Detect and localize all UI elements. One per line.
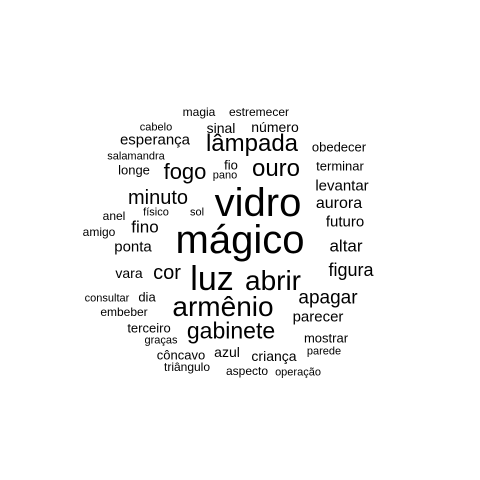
word-sol: sol [189,206,205,219]
word-cabelo: cabelo [139,121,173,134]
word-cor: cor [153,262,181,284]
word-ouro: ouro [251,155,301,182]
word-azul: azul [214,344,240,360]
word-obedecer: obedecer [311,139,367,155]
word-magia: magia [182,105,216,119]
word-minuto: minuto [127,187,189,209]
word-apagar: apagar [298,287,358,309]
word-anel: anel [102,209,126,223]
word-figura: figura [328,260,374,280]
word-sinal: sinal [206,120,236,136]
word-triangulo: triângulo [163,360,211,374]
word-lampada: lâmpada [205,130,299,157]
word-altar: altar [329,236,363,256]
word-magico: mágico [175,218,305,262]
word-parede: parede [306,345,342,358]
word-ponta: ponta [114,238,152,256]
word-operacao: operação [275,366,321,379]
word-parecer: parecer [292,308,344,326]
word-embeber: embeber [100,305,148,319]
word-pano: pano [212,169,238,182]
word-aurora: aurora [315,195,363,212]
word-salamandra: salamandra [107,150,165,163]
word-vidro: vidro [214,181,302,225]
word-aspecto: aspecto [225,364,269,378]
word-abrir: abrir [244,265,302,296]
word-vara: vara [115,265,143,281]
word-estremecer: estremecer [228,105,290,119]
word-fino: fino [131,217,159,237]
word-amigo: amigo [82,225,116,239]
word-terminar: terminar [316,158,364,174]
word-dia: dia [138,289,156,305]
word-fio: fio [224,157,238,173]
word-longe: longe [118,162,150,178]
word-crianca: criança [251,348,297,364]
word-levantar: levantar [315,177,369,195]
word-mostrar: mostrar [303,330,349,346]
word-fisico: físico [143,206,169,219]
word-esperanca: esperança [119,131,191,149]
word-fogo: fogo [163,159,207,184]
word-armenio: armênio [172,291,274,322]
word-futuro: futuro [325,213,365,231]
word-consultar: consultar [84,292,130,305]
word-gabinete: gabinete [186,317,276,344]
word-terceiro: terceiro [127,320,171,336]
word-luz: luz [190,260,234,298]
word-gracas: graças [144,334,178,347]
word-concavo: côncavo [156,347,206,363]
word-numero: número [251,119,299,135]
